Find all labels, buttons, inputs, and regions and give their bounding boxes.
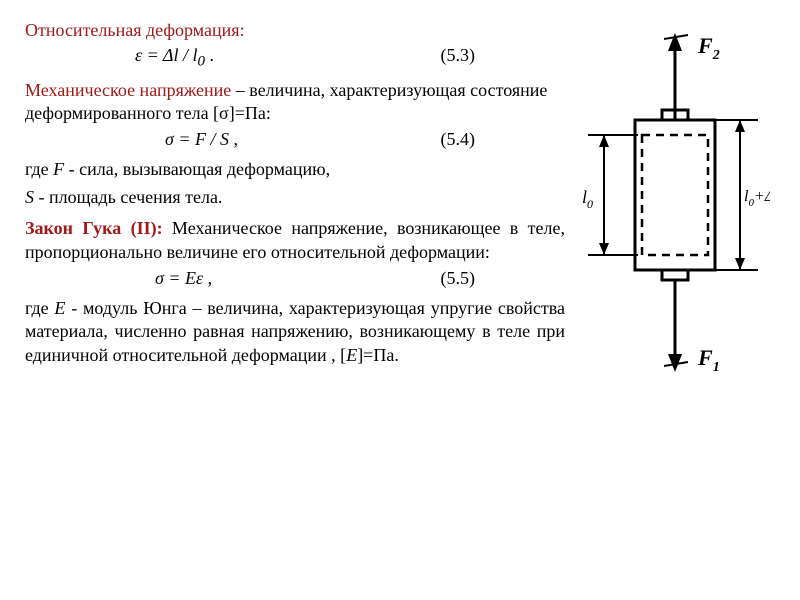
dim-right-label: l0+Δl <box>744 188 770 209</box>
dim-right <box>715 120 758 270</box>
force-f2-arrow <box>664 33 688 120</box>
deformation-diagram: F2 l0 <box>580 25 770 395</box>
formula-5-5-expr: σ = Eε , <box>155 268 212 289</box>
force-f1-label: F1 <box>697 345 720 375</box>
dim-left <box>588 135 638 255</box>
formula-5-3-expr: ε = Δl / l0 . <box>135 45 214 71</box>
formula-5-4-expr: σ = F / S , <box>165 129 238 150</box>
text-column: Относительная деформация: ε = Δl / l0 . … <box>25 20 565 395</box>
eqnum-5-3: (5.3) <box>441 45 566 66</box>
bottom-cap <box>662 270 688 280</box>
inner-rect-dashed <box>642 135 708 255</box>
where-E: где E - модуль Юнга – величина, характер… <box>25 297 565 367</box>
formula-5-4: σ = F / S , (5.4) <box>25 129 565 150</box>
formula-5-3: ε = Δl / l0 . (5.3) <box>25 45 565 71</box>
dim-left-label: l0 <box>582 187 593 211</box>
outer-rect <box>635 120 715 270</box>
force-f1-arrow <box>664 280 688 372</box>
section3-law: Закон Гука (II): Механическое напряжение… <box>25 217 565 264</box>
force-f2-label: F2 <box>697 33 720 63</box>
section2-lead: Механическое напряжение – величина, хара… <box>25 79 565 126</box>
where-S: S - площадь сечения тела. <box>25 186 565 209</box>
section1-title: Относительная деформация: <box>25 20 565 41</box>
section3-law-red: Закон Гука (II): <box>25 218 163 238</box>
eqnum-5-5: (5.5) <box>441 268 566 289</box>
page-content: Относительная деформация: ε = Δl / l0 . … <box>25 20 775 395</box>
diagram-column: F2 l0 <box>580 20 770 395</box>
eqnum-5-4: (5.4) <box>441 129 566 150</box>
formula-5-5: σ = Eε , (5.5) <box>25 268 565 289</box>
where-F: где F - сила, вызывающая деформацию, <box>25 158 565 181</box>
section2-lead-red: Механическое напряжение <box>25 80 231 100</box>
